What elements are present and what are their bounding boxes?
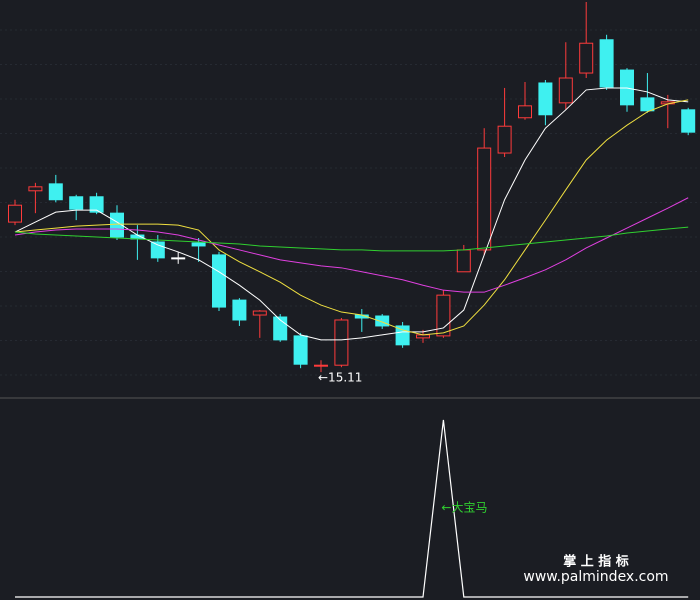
candle-body <box>436 294 451 337</box>
candle-body <box>518 105 532 119</box>
indicator-line <box>15 419 689 598</box>
moving-average-line <box>14 226 689 252</box>
candle-body <box>28 186 43 192</box>
candle-body <box>395 325 410 346</box>
candle-body <box>497 125 512 154</box>
watermark-url: www.palmindex.com <box>523 569 668 585</box>
candle-body <box>334 319 349 366</box>
moving-average-line <box>14 197 689 293</box>
candle-body <box>477 147 492 251</box>
candle-body <box>110 212 124 238</box>
candle-body <box>8 204 22 223</box>
candle-body <box>681 109 696 133</box>
moving-average-line <box>14 87 689 341</box>
moving-average-line <box>14 99 689 336</box>
candle-body <box>456 249 471 273</box>
candle-body <box>314 364 328 367</box>
candle-body <box>538 82 553 116</box>
candle-body <box>212 254 226 308</box>
candle-body <box>579 42 594 74</box>
candle-body <box>252 310 267 316</box>
candle-body <box>69 196 84 210</box>
candle-body <box>375 315 390 327</box>
candle-body <box>599 39 614 88</box>
candle-body <box>150 241 165 259</box>
watermark-title: 掌 上 指 标 <box>563 554 629 570</box>
candle-body <box>558 77 573 104</box>
candle-body <box>191 242 206 247</box>
candle-body <box>171 257 186 260</box>
candle-body <box>89 196 104 213</box>
indicator-annotation: ←大宝马 <box>441 501 487 515</box>
candle-body <box>48 183 63 201</box>
candle-body <box>293 335 308 365</box>
candle-body <box>640 97 655 112</box>
candle-body <box>232 299 247 321</box>
low-label: ←15.11 <box>318 371 362 385</box>
